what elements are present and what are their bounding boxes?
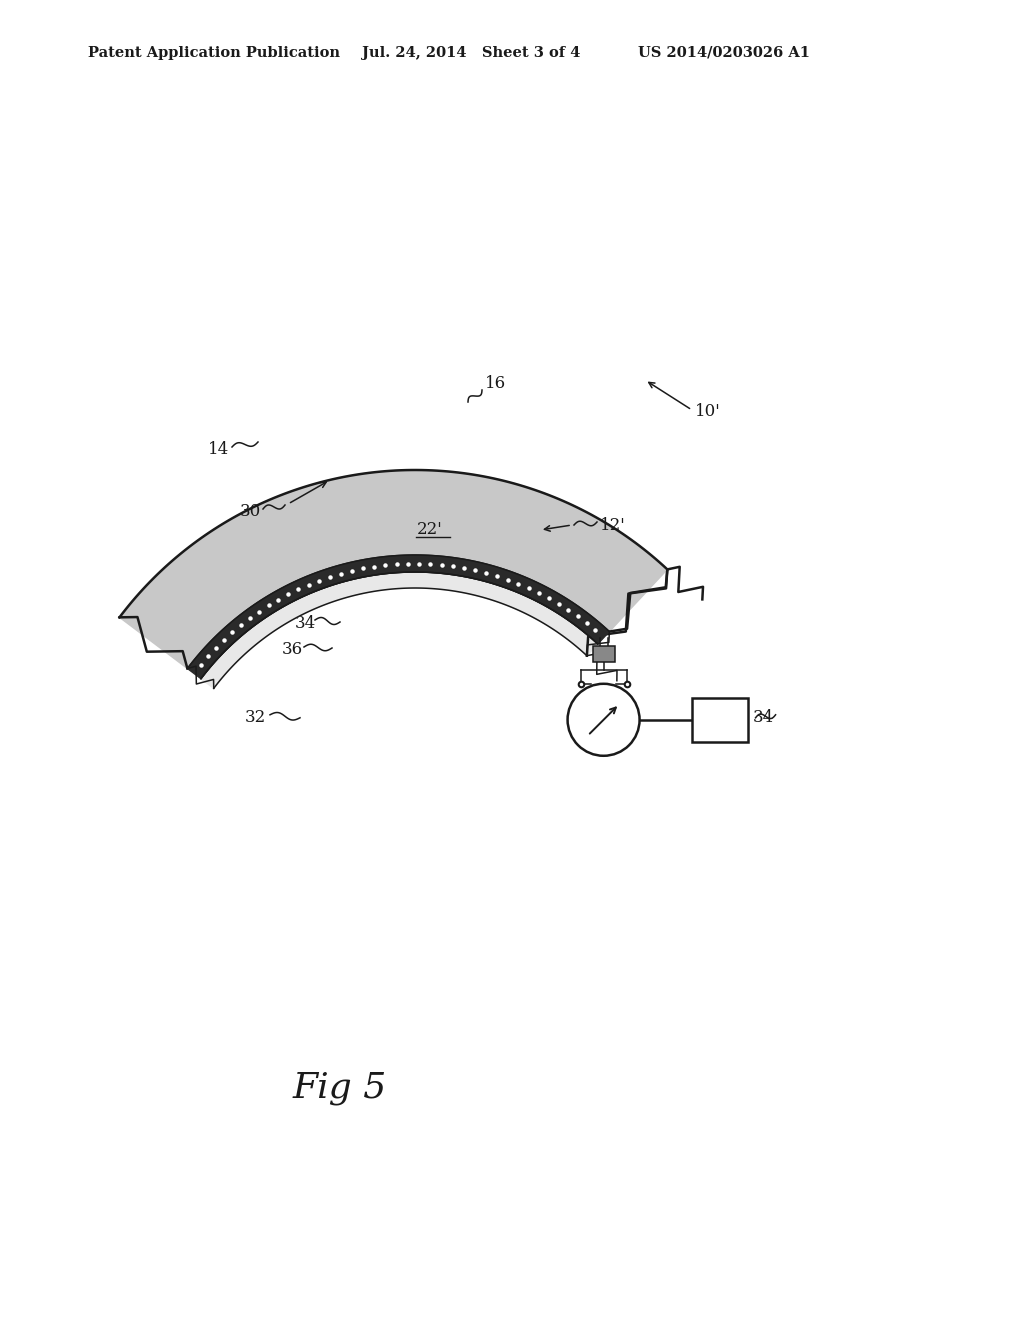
Bar bbox=[691, 698, 748, 742]
Text: Jul. 24, 2014   Sheet 3 of 4: Jul. 24, 2014 Sheet 3 of 4 bbox=[362, 46, 581, 59]
Polygon shape bbox=[120, 470, 668, 668]
Text: Fig 5: Fig 5 bbox=[293, 1071, 387, 1105]
Text: 32: 32 bbox=[245, 709, 266, 726]
Polygon shape bbox=[201, 572, 598, 688]
Text: 34: 34 bbox=[753, 709, 774, 726]
Circle shape bbox=[567, 684, 640, 756]
Text: 34: 34 bbox=[295, 615, 316, 631]
Text: Patent Application Publication: Patent Application Publication bbox=[88, 46, 340, 59]
Text: 16: 16 bbox=[485, 375, 506, 392]
Text: US 2014/0203026 A1: US 2014/0203026 A1 bbox=[638, 46, 810, 59]
Polygon shape bbox=[187, 554, 609, 678]
Text: 30: 30 bbox=[240, 503, 261, 520]
Text: 14: 14 bbox=[208, 441, 229, 458]
Text: 10': 10' bbox=[695, 404, 721, 421]
Bar bbox=[593, 645, 614, 661]
Text: 36: 36 bbox=[282, 642, 303, 659]
Text: 12': 12' bbox=[600, 516, 626, 533]
Text: 22': 22' bbox=[417, 521, 442, 539]
